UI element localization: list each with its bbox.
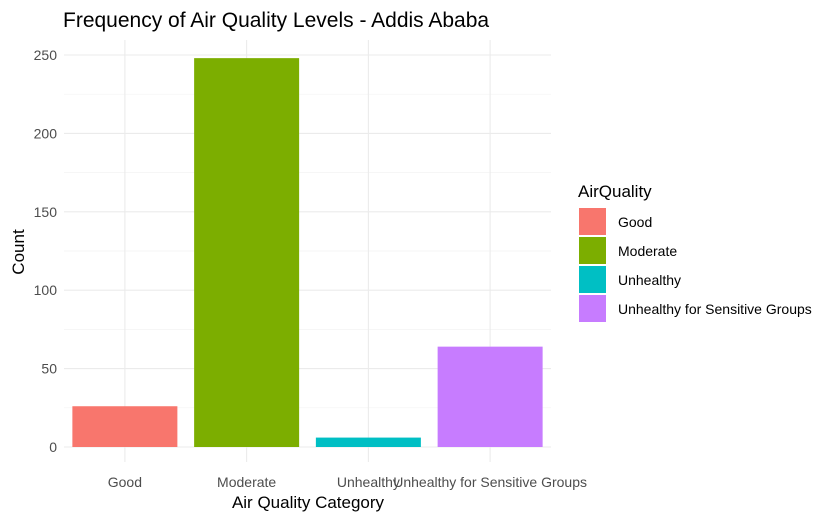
legend-label: Unhealthy for Sensitive Groups — [618, 301, 812, 317]
x-axis-title: Air Quality Category — [232, 493, 385, 512]
x-tick-label: Good — [108, 474, 142, 490]
y-tick-label: 150 — [34, 204, 58, 220]
y-tick-label: 100 — [34, 282, 58, 298]
bar-unhealthy-for-sensitive-groups — [437, 346, 543, 447]
legend-swatch — [579, 208, 606, 235]
y-axis-ticks: 0 50 100 150 200 250 — [34, 47, 58, 455]
legend-title: AirQuality — [578, 182, 652, 201]
bar-unhealthy — [315, 437, 421, 447]
legend-label: Moderate — [618, 243, 677, 259]
legend-label: Unhealthy — [618, 272, 681, 288]
legend-label: Good — [618, 214, 652, 230]
y-tick-label: 250 — [34, 47, 58, 63]
legend-swatch — [579, 266, 606, 293]
x-tick-label: Unhealthy — [337, 474, 400, 490]
legend: AirQuality Good Moderate Unhealthy Unhealth… — [578, 182, 812, 322]
x-tick-label: Unhealthy for Sensitive Groups — [393, 474, 587, 490]
y-axis-title: Count — [9, 229, 28, 275]
legend-swatch — [579, 295, 606, 322]
y-tick-label: 50 — [41, 361, 57, 377]
bar-good — [72, 406, 178, 447]
bar-moderate — [194, 58, 300, 448]
bars — [72, 58, 543, 448]
y-tick-label: 200 — [34, 125, 58, 141]
legend-swatch — [579, 237, 606, 264]
x-tick-label: Moderate — [217, 474, 276, 490]
chart-title: Frequency of Air Quality Levels - Addis … — [63, 9, 489, 32]
y-tick-label: 0 — [49, 439, 57, 455]
